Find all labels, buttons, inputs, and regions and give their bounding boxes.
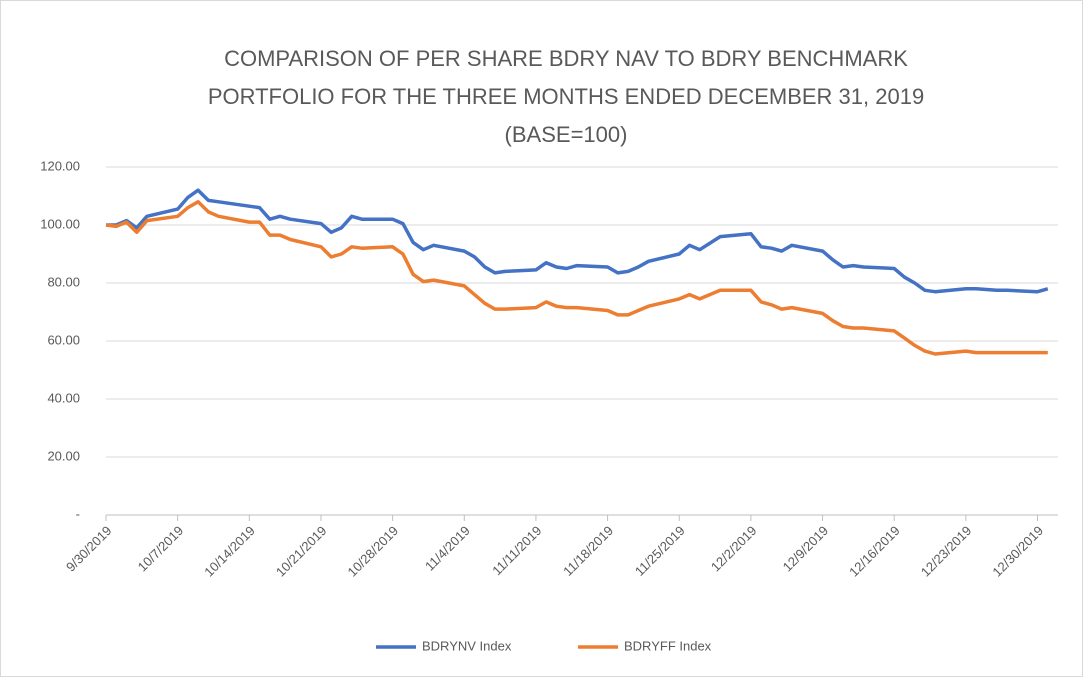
y-tick-label: - <box>76 506 80 521</box>
y-tick-label: 100.00 <box>40 216 80 231</box>
chart-title: COMPARISON OF PER SHARE BDRY NAV TO BDRY… <box>224 46 908 71</box>
chart-title: (BASE=100) <box>505 122 628 147</box>
y-tick-label: 20.00 <box>47 448 80 463</box>
series-line <box>105 200 1048 356</box>
legend-label: BDRYFF Index <box>624 638 712 653</box>
series-line <box>106 188 1049 294</box>
y-tick-label: 120.00 <box>40 158 80 173</box>
y-tick-label: 80.00 <box>47 274 80 289</box>
y-tick-label: 40.00 <box>47 390 80 405</box>
legend-label: BDRYNV Index <box>422 638 512 653</box>
chart-title: PORTFOLIO FOR THE THREE MONTHS ENDED DEC… <box>208 84 924 109</box>
y-tick-label: 60.00 <box>47 332 80 347</box>
